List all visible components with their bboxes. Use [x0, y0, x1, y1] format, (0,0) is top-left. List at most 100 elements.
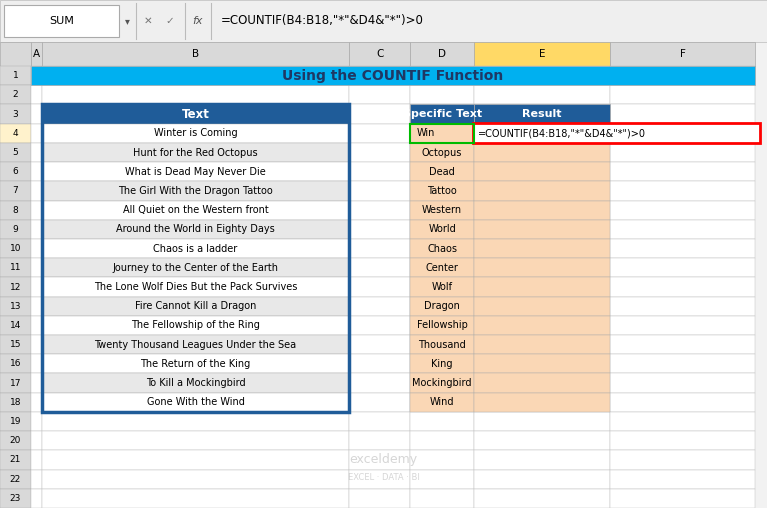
- Bar: [474, 162, 610, 181]
- Bar: [410, 335, 474, 354]
- Bar: [410, 181, 474, 201]
- Bar: [610, 489, 755, 508]
- Bar: [349, 239, 410, 258]
- Bar: [349, 316, 410, 335]
- Text: 15: 15: [10, 340, 21, 349]
- Bar: [349, 277, 410, 297]
- Bar: [42, 123, 349, 143]
- Text: 8: 8: [12, 206, 18, 215]
- Bar: [610, 277, 755, 297]
- Bar: [349, 85, 410, 105]
- Text: 2: 2: [12, 90, 18, 100]
- Bar: [410, 239, 474, 258]
- Bar: [42, 489, 349, 508]
- Bar: [349, 42, 410, 66]
- Bar: [474, 373, 610, 393]
- Bar: [42, 105, 349, 123]
- Bar: [410, 489, 474, 508]
- Text: 3: 3: [12, 110, 18, 118]
- Bar: [31, 85, 42, 105]
- Text: The Fellowship of the Ring: The Fellowship of the Ring: [131, 321, 260, 330]
- Bar: [42, 258, 349, 277]
- Bar: [474, 123, 610, 143]
- Bar: [474, 162, 610, 181]
- Bar: [31, 489, 42, 508]
- Text: fx: fx: [192, 16, 202, 26]
- Bar: [410, 239, 474, 258]
- Text: 21: 21: [10, 456, 21, 464]
- Bar: [31, 354, 42, 373]
- Bar: [410, 105, 474, 123]
- Text: Octopus: Octopus: [422, 147, 463, 157]
- Bar: [349, 393, 410, 412]
- Text: To Kill a Mockingbird: To Kill a Mockingbird: [146, 378, 245, 388]
- Bar: [42, 201, 349, 220]
- Bar: [410, 393, 474, 412]
- Bar: [0, 239, 31, 258]
- Bar: [610, 354, 755, 373]
- Bar: [610, 123, 755, 143]
- Bar: [410, 143, 474, 162]
- Text: =COUNTIF(B4:B18,"*"&D4&"*")>0: =COUNTIF(B4:B18,"*"&D4&"*")>0: [478, 129, 646, 138]
- Text: 6: 6: [12, 167, 18, 176]
- Bar: [474, 201, 610, 220]
- Bar: [0, 297, 31, 316]
- Bar: [610, 297, 755, 316]
- Text: 19: 19: [10, 417, 21, 426]
- Bar: [474, 258, 610, 277]
- Bar: [474, 277, 610, 297]
- Bar: [610, 143, 755, 162]
- Bar: [474, 181, 610, 201]
- Bar: [42, 143, 349, 162]
- Bar: [42, 393, 349, 412]
- Text: 22: 22: [10, 474, 21, 484]
- Bar: [42, 335, 349, 354]
- Bar: [474, 123, 610, 143]
- Bar: [31, 123, 42, 143]
- Bar: [31, 258, 42, 277]
- Bar: [0, 373, 31, 393]
- Bar: [410, 162, 474, 181]
- Text: 13: 13: [10, 302, 21, 311]
- Bar: [610, 239, 755, 258]
- Text: Result: Result: [522, 109, 561, 119]
- Bar: [410, 220, 474, 239]
- Text: 17: 17: [10, 378, 21, 388]
- Text: Chaos is a ladder: Chaos is a ladder: [153, 244, 238, 253]
- Bar: [349, 181, 410, 201]
- Bar: [0, 85, 31, 105]
- Bar: [474, 239, 610, 258]
- Bar: [0, 123, 31, 143]
- Text: EXCEL · DATA · BI: EXCEL · DATA · BI: [347, 473, 420, 482]
- Bar: [0, 105, 31, 123]
- Text: Twenty Thousand Leagues Under the Sea: Twenty Thousand Leagues Under the Sea: [94, 340, 297, 350]
- Bar: [42, 181, 349, 201]
- Bar: [610, 220, 755, 239]
- Bar: [474, 412, 610, 431]
- Bar: [42, 85, 349, 105]
- Bar: [610, 258, 755, 277]
- Bar: [42, 297, 349, 316]
- Bar: [410, 297, 474, 316]
- Bar: [349, 258, 410, 277]
- Bar: [610, 451, 755, 469]
- Bar: [0, 451, 31, 469]
- Bar: [410, 451, 474, 469]
- Bar: [410, 469, 474, 489]
- Text: Thousand: Thousand: [418, 340, 466, 350]
- Text: What is Dead May Never Die: What is Dead May Never Die: [125, 167, 266, 177]
- Bar: [31, 431, 42, 451]
- Bar: [410, 373, 474, 393]
- Text: SUM: SUM: [49, 16, 74, 26]
- Bar: [42, 297, 349, 316]
- Text: E: E: [538, 49, 545, 59]
- Bar: [42, 277, 349, 297]
- Text: Text: Text: [182, 108, 209, 120]
- Bar: [474, 373, 610, 393]
- Bar: [349, 335, 410, 354]
- Text: The Girl With the Dragon Tattoo: The Girl With the Dragon Tattoo: [118, 186, 273, 196]
- Bar: [31, 277, 42, 297]
- Text: Hunt for the Red Octopus: Hunt for the Red Octopus: [133, 147, 258, 157]
- Text: The Lone Wolf Dies But the Pack Survives: The Lone Wolf Dies But the Pack Survives: [94, 282, 298, 292]
- Bar: [42, 220, 349, 239]
